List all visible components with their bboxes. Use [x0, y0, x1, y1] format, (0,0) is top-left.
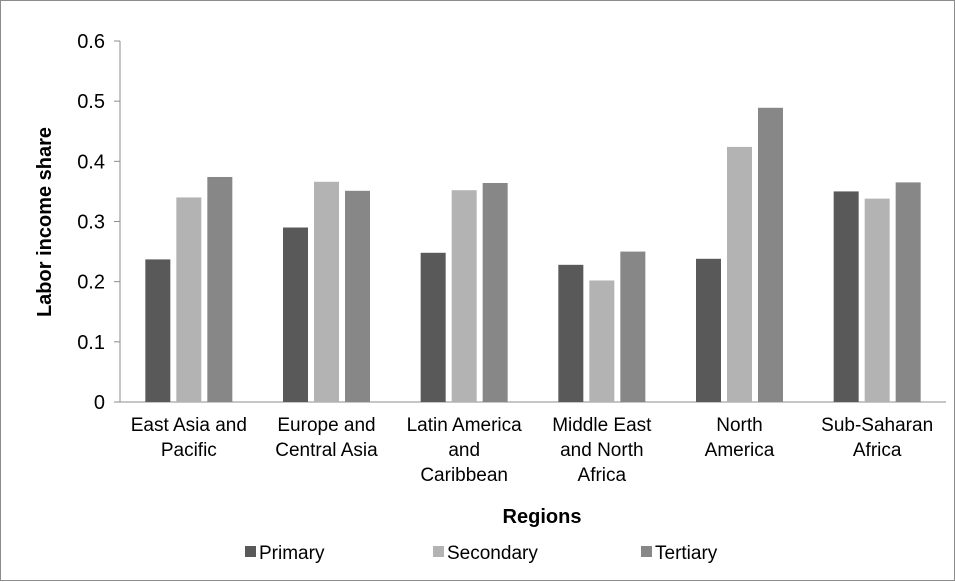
legend-label-tertiary: Tertiary	[655, 543, 718, 564]
bar-primary	[283, 227, 308, 402]
x-category-label: and	[448, 440, 480, 461]
x-category-label: Middle East	[552, 415, 652, 436]
x-category-label: Africa	[853, 440, 902, 461]
legend-swatch-primary	[245, 546, 256, 557]
bar-primary	[558, 264, 584, 402]
x-category-label: and North	[560, 440, 643, 461]
x-category-label: America	[705, 440, 775, 461]
bar-primary	[145, 259, 171, 402]
y-axis-ticks: 0 0.1 0.2 0.3 0.4 0.5 0.6	[77, 31, 120, 414]
y-tick-label: 0.1	[77, 332, 105, 354]
bar-primary	[696, 258, 721, 402]
bar-tertiary	[207, 176, 233, 402]
x-axis-title: Regions	[503, 506, 582, 528]
y-tick-label: 0.3	[77, 212, 105, 234]
x-category-label: Caribbean	[420, 465, 508, 486]
bar-secondary	[727, 146, 752, 402]
bar-tertiary	[345, 190, 370, 402]
x-category-label: Central Asia	[275, 440, 378, 461]
y-tick-label: 0.4	[77, 151, 105, 173]
bar-secondary	[314, 181, 339, 402]
legend-swatch-secondary	[433, 546, 444, 557]
x-category-label: Africa	[578, 465, 627, 486]
y-axis-title: Labor income share	[34, 127, 56, 317]
legend-label-secondary: Secondary	[447, 543, 538, 564]
x-category-label: Latin America	[407, 415, 523, 436]
bar-tertiary	[620, 251, 646, 402]
bar-tertiary	[895, 182, 921, 402]
y-tick-label: 0.2	[77, 272, 105, 294]
legend-label-primary: Primary	[259, 543, 325, 564]
bar-secondary	[864, 198, 890, 402]
bar-secondary	[176, 197, 202, 402]
y-tick-label: 0	[94, 392, 105, 414]
x-category-label: Pacific	[161, 440, 217, 461]
y-tick-label: 0.5	[77, 91, 105, 113]
y-tick-label: 0.6	[77, 31, 105, 53]
legend: Primary Secondary Tertiary	[245, 543, 718, 564]
bar-tertiary	[482, 182, 508, 402]
bar-primary	[420, 252, 446, 402]
bar-secondary	[589, 280, 615, 402]
x-category-label: North	[716, 415, 762, 436]
x-category-label: Sub-Saharan	[821, 415, 933, 436]
bar-tertiary	[758, 107, 783, 402]
bars-group	[145, 107, 921, 402]
x-category-label: East Asia and	[131, 415, 247, 436]
x-axis-category-labels: East Asia and Pacific Europe and Central As…	[131, 415, 933, 486]
bar-secondary	[451, 190, 477, 402]
legend-swatch-tertiary	[641, 546, 652, 557]
x-category-label: Europe and	[277, 415, 375, 436]
bar-primary	[833, 191, 859, 402]
